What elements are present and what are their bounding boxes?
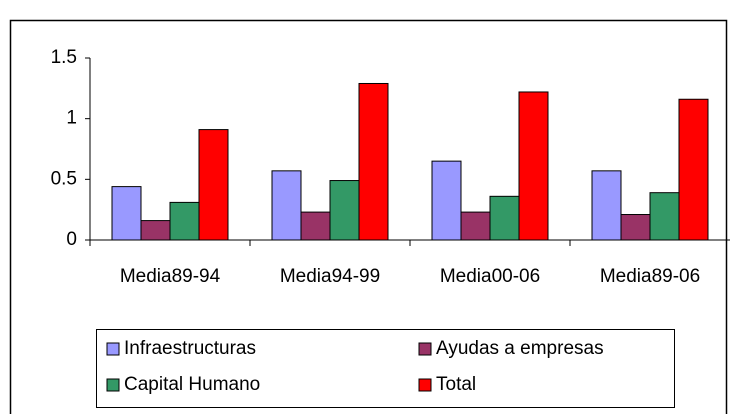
bar <box>140 220 171 241</box>
bar <box>329 180 360 241</box>
bar <box>431 160 462 241</box>
x-tick-label: Media94-99 <box>280 266 380 287</box>
bar <box>489 195 520 241</box>
legend-swatch <box>418 378 432 392</box>
y-tick-label: 0 <box>66 229 77 250</box>
bar <box>678 98 709 241</box>
legend-swatch <box>106 342 120 356</box>
bar <box>271 170 302 241</box>
x-tick-label: Media89-06 <box>600 266 700 287</box>
bar <box>591 170 622 241</box>
bar <box>518 91 549 241</box>
bar <box>620 214 651 241</box>
legend-label: Total <box>436 374 476 395</box>
x-tick-label: Media00-06 <box>440 266 540 287</box>
legend-label: Ayudas a empresas <box>436 338 604 359</box>
bar <box>300 211 331 241</box>
legend-label: Infraestructuras <box>124 338 256 359</box>
y-tick-label: 0.5 <box>51 168 77 189</box>
bar <box>169 201 200 241</box>
legend-swatch <box>106 378 120 392</box>
bar <box>358 82 389 241</box>
bar <box>649 192 680 241</box>
x-tick-label: Media89-94 <box>120 266 221 287</box>
bar <box>460 211 491 241</box>
legend-label: Capital Humano <box>124 374 260 395</box>
y-tick-label: 1 <box>66 108 77 129</box>
bar <box>198 129 229 241</box>
y-tick-label: 1.5 <box>51 47 77 68</box>
bar <box>111 186 142 241</box>
legend-swatch <box>418 342 432 356</box>
legend-box <box>96 329 675 408</box>
